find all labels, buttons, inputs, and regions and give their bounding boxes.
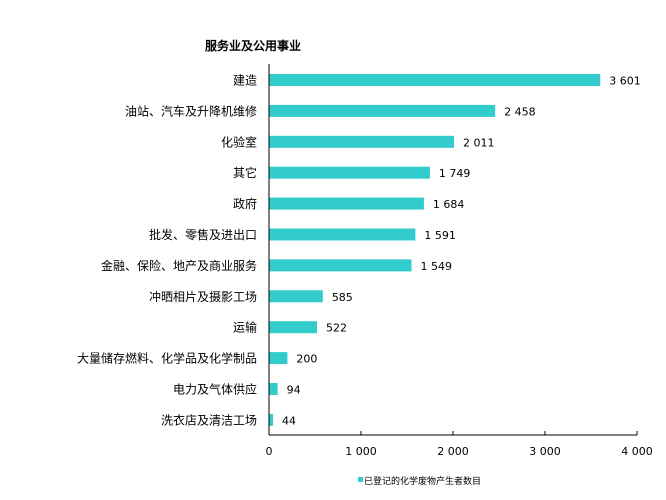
chart-title: 服务业及公用事业 [205,38,301,53]
bar [269,228,416,241]
category-label: 其它 [233,165,257,180]
legend-label: 已登记的化学废物产生者数目 [364,475,481,487]
data-label: 3 601 [609,75,641,88]
data-label: 44 [282,414,296,427]
data-label: 2 458 [504,105,536,118]
bar [269,290,323,303]
legend-swatch [358,477,363,482]
bar [269,321,318,334]
category-label: 金融、保险、地产及商业服务 [101,258,257,273]
data-label: 522 [326,322,347,335]
category-label: 批发、零售及进出口 [149,227,257,242]
data-label: 200 [296,353,317,366]
bar [269,352,288,365]
data-label: 1 549 [421,260,453,273]
category-label: 运输 [233,320,257,335]
category-label: 建造 [233,74,257,88]
data-label: 94 [287,384,301,397]
x-tick-label: 4 000 [621,445,653,458]
x-tick-label: 1 000 [345,445,377,458]
category-label: 油站、汽车及升降机维修 [125,103,257,118]
category-label: 大量储存燃料、化学品及化学制品 [77,351,257,366]
bar [269,197,424,210]
category-label: 冲晒相片及摄影工场 [149,289,257,304]
data-label: 1 749 [439,167,471,180]
bar [269,166,430,179]
bar [269,74,601,86]
bar [269,135,455,148]
bar [269,383,278,395]
x-tick-label: 2 000 [437,445,469,458]
category-label: 电力及气体供应 [173,382,257,397]
x-tick-label: 3 000 [529,445,561,458]
data-label: 2 011 [463,136,495,149]
bar [269,104,496,117]
category-label: 化验室 [221,134,257,149]
data-label: 1 684 [433,198,465,211]
data-label: 1 591 [424,229,456,242]
x-tick-label: 0 [266,445,273,458]
bar [269,259,412,272]
category-label: 洗衣店及清洁工场 [161,412,257,427]
category-label: 政府 [233,196,257,211]
bar [269,413,274,426]
data-label: 585 [332,291,353,304]
